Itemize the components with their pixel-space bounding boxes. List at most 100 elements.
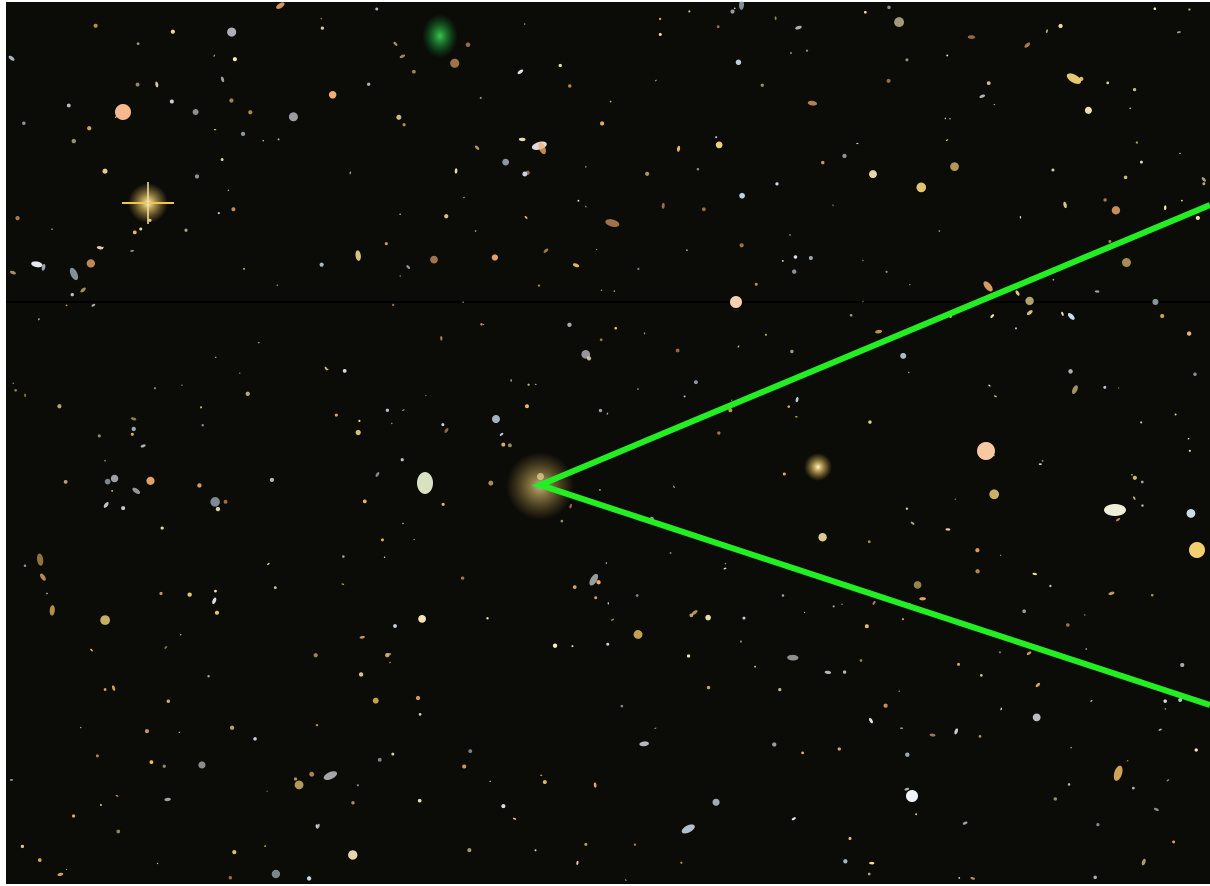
star xyxy=(537,284,541,287)
star xyxy=(474,230,477,232)
star xyxy=(883,703,888,708)
star xyxy=(986,81,991,85)
star xyxy=(9,270,16,275)
star xyxy=(1022,609,1026,614)
star xyxy=(643,332,646,335)
star xyxy=(1153,807,1159,811)
pointer-lines xyxy=(531,202,1210,708)
star xyxy=(1176,31,1181,34)
star xyxy=(23,564,27,567)
star xyxy=(1014,327,1017,330)
star xyxy=(569,503,572,509)
star xyxy=(787,405,791,408)
star xyxy=(1166,779,1170,782)
star xyxy=(1096,823,1100,827)
star xyxy=(465,42,471,48)
star xyxy=(910,521,915,525)
star xyxy=(730,296,742,308)
star xyxy=(132,487,141,494)
star xyxy=(232,850,237,855)
star xyxy=(130,417,137,421)
star xyxy=(319,262,324,267)
star xyxy=(358,672,364,677)
star xyxy=(362,499,367,504)
star xyxy=(872,600,876,605)
star xyxy=(136,42,140,46)
star xyxy=(875,329,883,334)
star xyxy=(1071,385,1078,394)
star xyxy=(269,477,275,483)
star xyxy=(1085,648,1088,650)
star xyxy=(501,442,506,447)
star xyxy=(1141,858,1146,866)
star xyxy=(1158,728,1162,731)
star xyxy=(1140,160,1143,164)
star xyxy=(220,158,224,161)
star xyxy=(425,394,427,397)
star xyxy=(1133,496,1136,500)
star xyxy=(916,182,927,193)
star xyxy=(938,230,941,232)
star xyxy=(862,300,864,303)
star xyxy=(399,275,401,277)
star xyxy=(215,506,221,512)
star xyxy=(680,861,683,864)
star xyxy=(97,434,101,438)
star xyxy=(598,408,603,413)
star xyxy=(393,624,397,628)
star xyxy=(99,803,103,807)
star xyxy=(14,388,17,392)
star xyxy=(20,844,25,849)
star xyxy=(1111,206,1121,215)
star xyxy=(199,406,203,409)
star xyxy=(450,58,460,68)
star xyxy=(187,592,192,597)
star xyxy=(712,798,720,806)
star xyxy=(1132,475,1137,480)
stars xyxy=(8,0,1206,881)
star xyxy=(1187,437,1190,440)
star xyxy=(523,23,526,25)
star xyxy=(1090,700,1093,702)
star xyxy=(512,817,517,820)
star xyxy=(1201,177,1206,182)
star xyxy=(383,556,386,558)
star xyxy=(543,248,549,253)
star xyxy=(795,396,799,403)
star xyxy=(558,63,562,68)
star xyxy=(372,697,379,704)
star xyxy=(1093,875,1097,880)
star xyxy=(681,824,695,834)
star xyxy=(1186,508,1196,518)
star xyxy=(1116,517,1121,522)
star xyxy=(1106,81,1110,85)
star xyxy=(510,378,512,382)
star xyxy=(862,259,864,262)
star xyxy=(1132,786,1135,790)
star xyxy=(1025,296,1034,306)
star xyxy=(801,751,805,755)
star xyxy=(919,597,926,601)
star xyxy=(385,408,390,412)
star xyxy=(12,382,14,384)
red-star xyxy=(115,104,131,120)
star xyxy=(1019,215,1022,219)
star xyxy=(624,879,627,881)
star xyxy=(950,162,959,171)
star xyxy=(412,69,416,74)
star xyxy=(787,654,799,661)
star xyxy=(1058,23,1063,29)
star xyxy=(70,292,74,297)
star xyxy=(95,754,99,758)
star xyxy=(37,858,42,862)
star xyxy=(525,404,529,409)
star xyxy=(80,287,86,293)
star xyxy=(733,7,736,10)
star xyxy=(944,117,947,120)
star xyxy=(977,442,995,460)
star xyxy=(848,837,852,840)
star xyxy=(24,393,26,398)
star xyxy=(57,872,64,877)
star xyxy=(375,472,380,477)
